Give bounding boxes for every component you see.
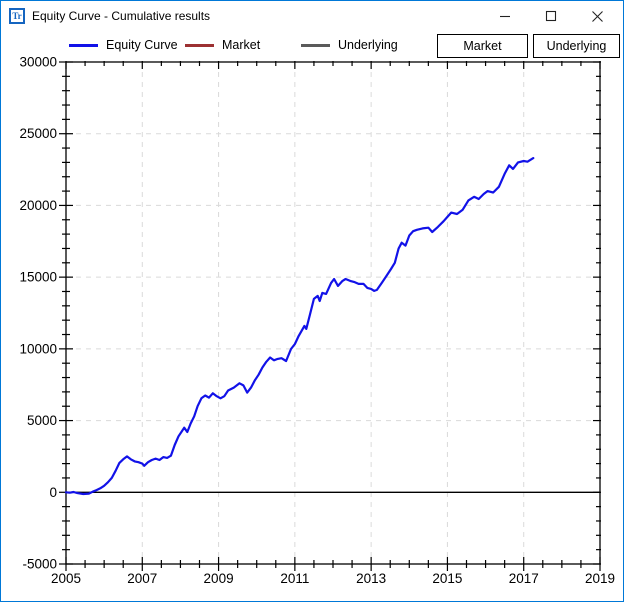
caption-buttons (482, 1, 620, 31)
y-axis-tick-label: 25000 (19, 126, 57, 141)
legend-line-swatch (301, 43, 330, 47)
minimize-button[interactable] (482, 1, 528, 31)
plot-border (65, 61, 601, 565)
legend-item-underlying: Underlying (301, 38, 417, 52)
legend-line-swatch (185, 43, 214, 47)
x-axis-tick-label: 2005 (51, 571, 81, 586)
y-axis-tick-label: 0 (49, 485, 57, 500)
window-title: Equity Curve - Cumulative results (32, 9, 211, 23)
y-axis-tick-label: 30000 (19, 55, 57, 70)
x-axis-tick-label: 2007 (127, 571, 157, 586)
legend-label: Market (222, 38, 261, 52)
legend-label: Equity Curve (106, 38, 178, 52)
series-line-equity-curve (64, 157, 535, 496)
x-axis-tick-label: 2013 (356, 571, 386, 586)
minimize-icon (500, 15, 510, 18)
market-button[interactable]: Market (437, 34, 528, 58)
x-axis-tick-label: 2009 (204, 571, 234, 586)
app-icon-text: Tr (12, 11, 22, 21)
x-axis-tick-label: 2017 (509, 571, 539, 586)
x-axis-tick-label: 2019 (585, 571, 615, 586)
app-icon: Tr (9, 8, 25, 24)
y-axis-tick-label: 10000 (19, 341, 57, 356)
legend-line-swatch (69, 43, 98, 47)
y-axis-tick-label: 15000 (19, 270, 57, 285)
x-axis-tick-label: 2015 (432, 571, 462, 586)
x-axis-tick-label: 2011 (280, 571, 309, 586)
chart-legend: Equity Curve Market Underlying (69, 33, 417, 57)
legend-label: Underlying (338, 38, 398, 52)
underlying-button[interactable]: Underlying (533, 34, 620, 58)
legend-item-market: Market (185, 38, 301, 52)
maximize-icon (545, 10, 557, 22)
y-axis-tick-label: 20000 (19, 198, 57, 213)
y-axis-tick-label: -5000 (22, 557, 57, 572)
close-button[interactable] (574, 1, 620, 31)
legend-item-equity-curve: Equity Curve (69, 38, 185, 52)
close-icon (591, 10, 603, 22)
y-axis-tick-label: 5000 (27, 413, 57, 428)
titlebar: Tr Equity Curve - Cumulative results (1, 1, 623, 31)
maximize-button[interactable] (528, 1, 574, 31)
